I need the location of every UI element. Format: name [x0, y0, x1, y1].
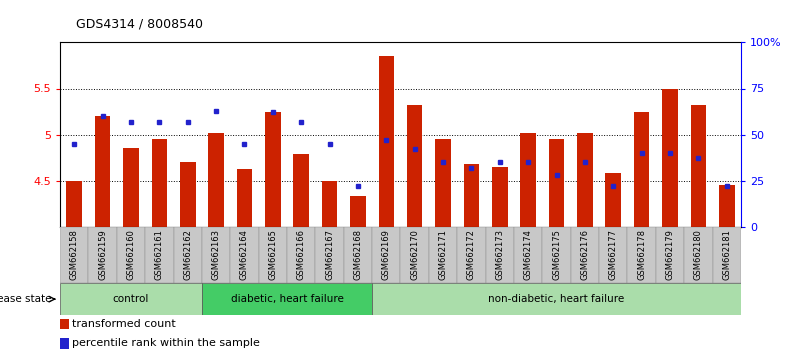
Bar [372, 227, 400, 283]
Bar [316, 227, 344, 283]
Text: GSM662166: GSM662166 [296, 229, 306, 280]
Bar [485, 227, 514, 283]
Bar [457, 227, 485, 283]
Text: GSM662176: GSM662176 [581, 229, 590, 280]
Bar [514, 227, 542, 283]
Bar [662, 88, 678, 227]
Bar [174, 227, 202, 283]
Bar [287, 227, 316, 283]
Text: GSM662167: GSM662167 [325, 229, 334, 280]
Text: GSM662175: GSM662175 [552, 229, 561, 280]
Bar [259, 227, 287, 283]
Bar [429, 227, 457, 283]
Bar [690, 105, 706, 227]
Bar [60, 319, 69, 329]
Bar [236, 169, 252, 227]
Text: GSM662164: GSM662164 [240, 229, 249, 280]
Bar [379, 56, 394, 227]
Bar [180, 162, 195, 227]
Text: GDS4314 / 8008540: GDS4314 / 8008540 [76, 18, 203, 31]
Bar [265, 112, 280, 227]
Text: disease state: disease state [0, 294, 51, 304]
Bar [117, 227, 145, 283]
Text: GSM662177: GSM662177 [609, 229, 618, 280]
Bar [145, 227, 174, 283]
Bar [684, 227, 713, 283]
Bar [202, 227, 231, 283]
Text: GSM662161: GSM662161 [155, 229, 164, 280]
Text: GSM662158: GSM662158 [70, 229, 78, 280]
Text: GSM662178: GSM662178 [637, 229, 646, 280]
Text: control: control [113, 294, 149, 304]
Bar [464, 164, 479, 227]
Text: transformed count: transformed count [72, 319, 175, 329]
Bar [88, 227, 117, 283]
Bar [350, 196, 366, 227]
Text: GSM662180: GSM662180 [694, 229, 702, 280]
Text: GSM662169: GSM662169 [382, 229, 391, 280]
Text: GSM662165: GSM662165 [268, 229, 277, 280]
Bar [344, 227, 372, 283]
Bar [713, 227, 741, 283]
Text: diabetic, heart failure: diabetic, heart failure [231, 294, 344, 304]
Bar [719, 185, 735, 227]
Bar [66, 181, 82, 227]
Bar [606, 173, 621, 227]
Text: non-diabetic, heart failure: non-diabetic, heart failure [489, 294, 625, 304]
Text: GSM662170: GSM662170 [410, 229, 419, 280]
Text: GSM662163: GSM662163 [211, 229, 220, 280]
Bar [322, 181, 337, 227]
Bar [151, 139, 167, 227]
Text: GSM662162: GSM662162 [183, 229, 192, 280]
Bar [577, 133, 593, 227]
Text: GSM662160: GSM662160 [127, 229, 135, 280]
Text: GSM662179: GSM662179 [666, 229, 674, 280]
Bar [123, 148, 139, 227]
Text: percentile rank within the sample: percentile rank within the sample [72, 338, 260, 348]
Bar [60, 338, 69, 349]
Bar [599, 227, 627, 283]
Bar [435, 139, 451, 227]
Bar [60, 283, 202, 315]
Text: GSM662172: GSM662172 [467, 229, 476, 280]
Bar [208, 133, 224, 227]
Bar [60, 227, 88, 283]
Bar [549, 139, 565, 227]
Bar [231, 227, 259, 283]
Bar [634, 112, 650, 227]
Bar [521, 133, 536, 227]
Text: GSM662174: GSM662174 [524, 229, 533, 280]
Bar [492, 167, 508, 227]
Bar [202, 283, 372, 315]
Text: GSM662173: GSM662173 [495, 229, 505, 280]
Bar [656, 227, 684, 283]
Bar [570, 227, 599, 283]
Bar [400, 227, 429, 283]
Bar [542, 227, 570, 283]
Bar [95, 116, 111, 227]
Text: GSM662168: GSM662168 [353, 229, 362, 280]
Bar [372, 283, 741, 315]
Text: GSM662181: GSM662181 [723, 229, 731, 280]
Bar [407, 105, 422, 227]
Bar [293, 154, 309, 227]
Text: GSM662171: GSM662171 [439, 229, 448, 280]
Text: GSM662159: GSM662159 [99, 229, 107, 280]
Bar [627, 227, 656, 283]
